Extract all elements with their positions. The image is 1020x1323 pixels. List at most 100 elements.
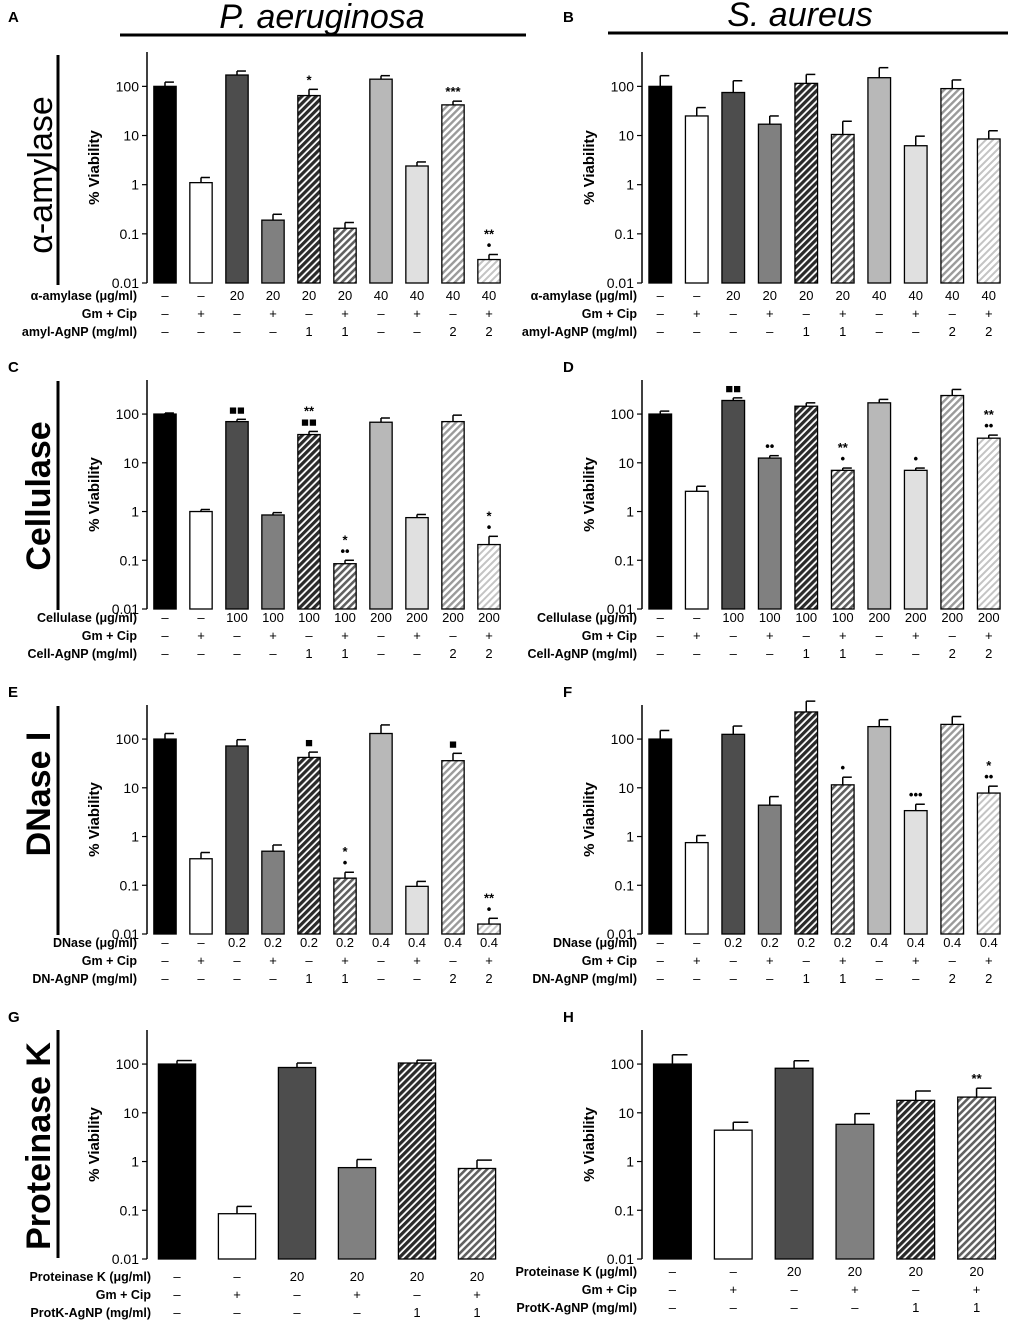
y-tick-label: 100 bbox=[611, 406, 635, 422]
condition-value: 1 bbox=[839, 646, 846, 661]
significance-mark: • bbox=[343, 855, 348, 870]
condition-value: 100 bbox=[759, 610, 781, 625]
bar bbox=[297, 756, 321, 935]
condition-value: – bbox=[377, 306, 385, 321]
significance-mark: • bbox=[487, 901, 492, 916]
bar bbox=[405, 885, 429, 935]
condition-value: 0.4 bbox=[480, 935, 498, 950]
condition-value: 0.2 bbox=[228, 935, 246, 950]
condition-row-label: α-amylase (μg/ml) bbox=[531, 289, 637, 303]
condition-value: – bbox=[197, 935, 205, 950]
condition-value: + bbox=[353, 1287, 361, 1302]
panel-G: G 100 10 1 0.1 0.01 % Viability Proteinase K (μ… bbox=[8, 1009, 497, 1320]
bar bbox=[648, 738, 673, 935]
condition-value: – bbox=[790, 1282, 798, 1297]
condition-value: – bbox=[233, 324, 241, 339]
bar bbox=[757, 804, 782, 935]
significance-mark: • bbox=[913, 451, 918, 466]
y-axis-label: % Viability bbox=[581, 456, 598, 531]
y-tick-label: 10 bbox=[618, 780, 634, 796]
condition-value: 40 bbox=[909, 288, 923, 303]
condition-value: 0.2 bbox=[724, 935, 742, 950]
condition-value: 2 bbox=[949, 646, 956, 661]
condition-value: 0.2 bbox=[797, 935, 815, 950]
condition-row-label: Gm + Cip bbox=[582, 629, 638, 643]
panel-letter-D: D bbox=[563, 359, 574, 376]
condition-value: 20 bbox=[848, 1264, 862, 1279]
bar bbox=[157, 1063, 197, 1260]
condition-value: – bbox=[173, 1269, 181, 1284]
y-tick-label: 10 bbox=[618, 455, 634, 471]
bar bbox=[684, 841, 709, 935]
condition-value: 0.4 bbox=[408, 935, 426, 950]
condition-row-label: ProtK-AgNP (mg/ml) bbox=[516, 1301, 637, 1315]
condition-value: – bbox=[305, 953, 313, 968]
bar bbox=[441, 104, 465, 284]
significance-mark: ■ bbox=[305, 735, 313, 750]
y-tick-label: 10 bbox=[123, 780, 139, 796]
condition-value: + bbox=[985, 306, 993, 321]
y-tick-label: 0.01 bbox=[112, 275, 139, 291]
condition-value: + bbox=[839, 306, 847, 321]
bar bbox=[940, 723, 965, 935]
condition-row-label: Gm + Cip bbox=[82, 954, 138, 968]
condition-value: – bbox=[766, 324, 774, 339]
condition-value: 100 bbox=[722, 610, 744, 625]
condition-value: – bbox=[912, 324, 920, 339]
condition-value: + bbox=[912, 628, 920, 643]
condition-value: + bbox=[413, 953, 421, 968]
significance-mark: •• bbox=[984, 769, 994, 784]
bar bbox=[830, 469, 855, 610]
bar bbox=[225, 74, 249, 284]
condition-value: – bbox=[657, 953, 665, 968]
bar bbox=[225, 420, 249, 610]
significance-mark: ■■ bbox=[229, 402, 245, 417]
condition-value: + bbox=[197, 953, 205, 968]
condition-row-label: Cellulase (μg/ml) bbox=[37, 611, 137, 625]
condition-value: 20 bbox=[302, 288, 316, 303]
condition-value: 0.4 bbox=[372, 935, 390, 950]
panel-letter-G: G bbox=[8, 1009, 20, 1026]
condition-value: – bbox=[305, 306, 313, 321]
y-tick-label: 10 bbox=[618, 1105, 634, 1121]
condition-value: – bbox=[876, 324, 884, 339]
condition-value: 200 bbox=[406, 610, 428, 625]
significance-mark: •• bbox=[340, 543, 350, 558]
y-tick-label: 0.1 bbox=[615, 552, 635, 568]
condition-value: 20 bbox=[338, 288, 352, 303]
condition-value: – bbox=[197, 324, 205, 339]
condition-value: + bbox=[197, 628, 205, 643]
row-label-dnase: DNase I bbox=[20, 732, 58, 857]
condition-value: – bbox=[803, 628, 811, 643]
condition-value: + bbox=[485, 306, 493, 321]
condition-value: + bbox=[269, 306, 277, 321]
condition-value: 0.4 bbox=[870, 935, 888, 950]
panel-letter-B: B bbox=[563, 9, 574, 26]
condition-value: + bbox=[693, 628, 701, 643]
condition-value: 20 bbox=[763, 288, 777, 303]
y-tick-label: 1 bbox=[626, 1154, 634, 1170]
significance-mark: •• bbox=[984, 418, 994, 433]
y-tick-label: 0.1 bbox=[120, 1202, 140, 1218]
condition-value: – bbox=[876, 971, 884, 986]
condition-value: + bbox=[341, 953, 349, 968]
condition-value: – bbox=[730, 953, 738, 968]
condition-value: + bbox=[341, 306, 349, 321]
bar bbox=[940, 87, 965, 284]
condition-row-label: Gm + Cip bbox=[582, 1283, 638, 1297]
condition-value: – bbox=[305, 628, 313, 643]
panel-letter-A: A bbox=[8, 9, 19, 26]
y-tick-label: 10 bbox=[123, 455, 139, 471]
bar bbox=[153, 413, 177, 610]
condition-value: – bbox=[269, 646, 277, 661]
condition-value: – bbox=[377, 628, 385, 643]
condition-value: – bbox=[730, 646, 738, 661]
condition-value: – bbox=[197, 288, 205, 303]
y-tick-label: 0.1 bbox=[615, 877, 635, 893]
significance-mark: * bbox=[986, 758, 992, 773]
condition-value: 200 bbox=[478, 610, 500, 625]
condition-value: 20 bbox=[969, 1264, 983, 1279]
significance-mark: ** bbox=[984, 407, 995, 422]
